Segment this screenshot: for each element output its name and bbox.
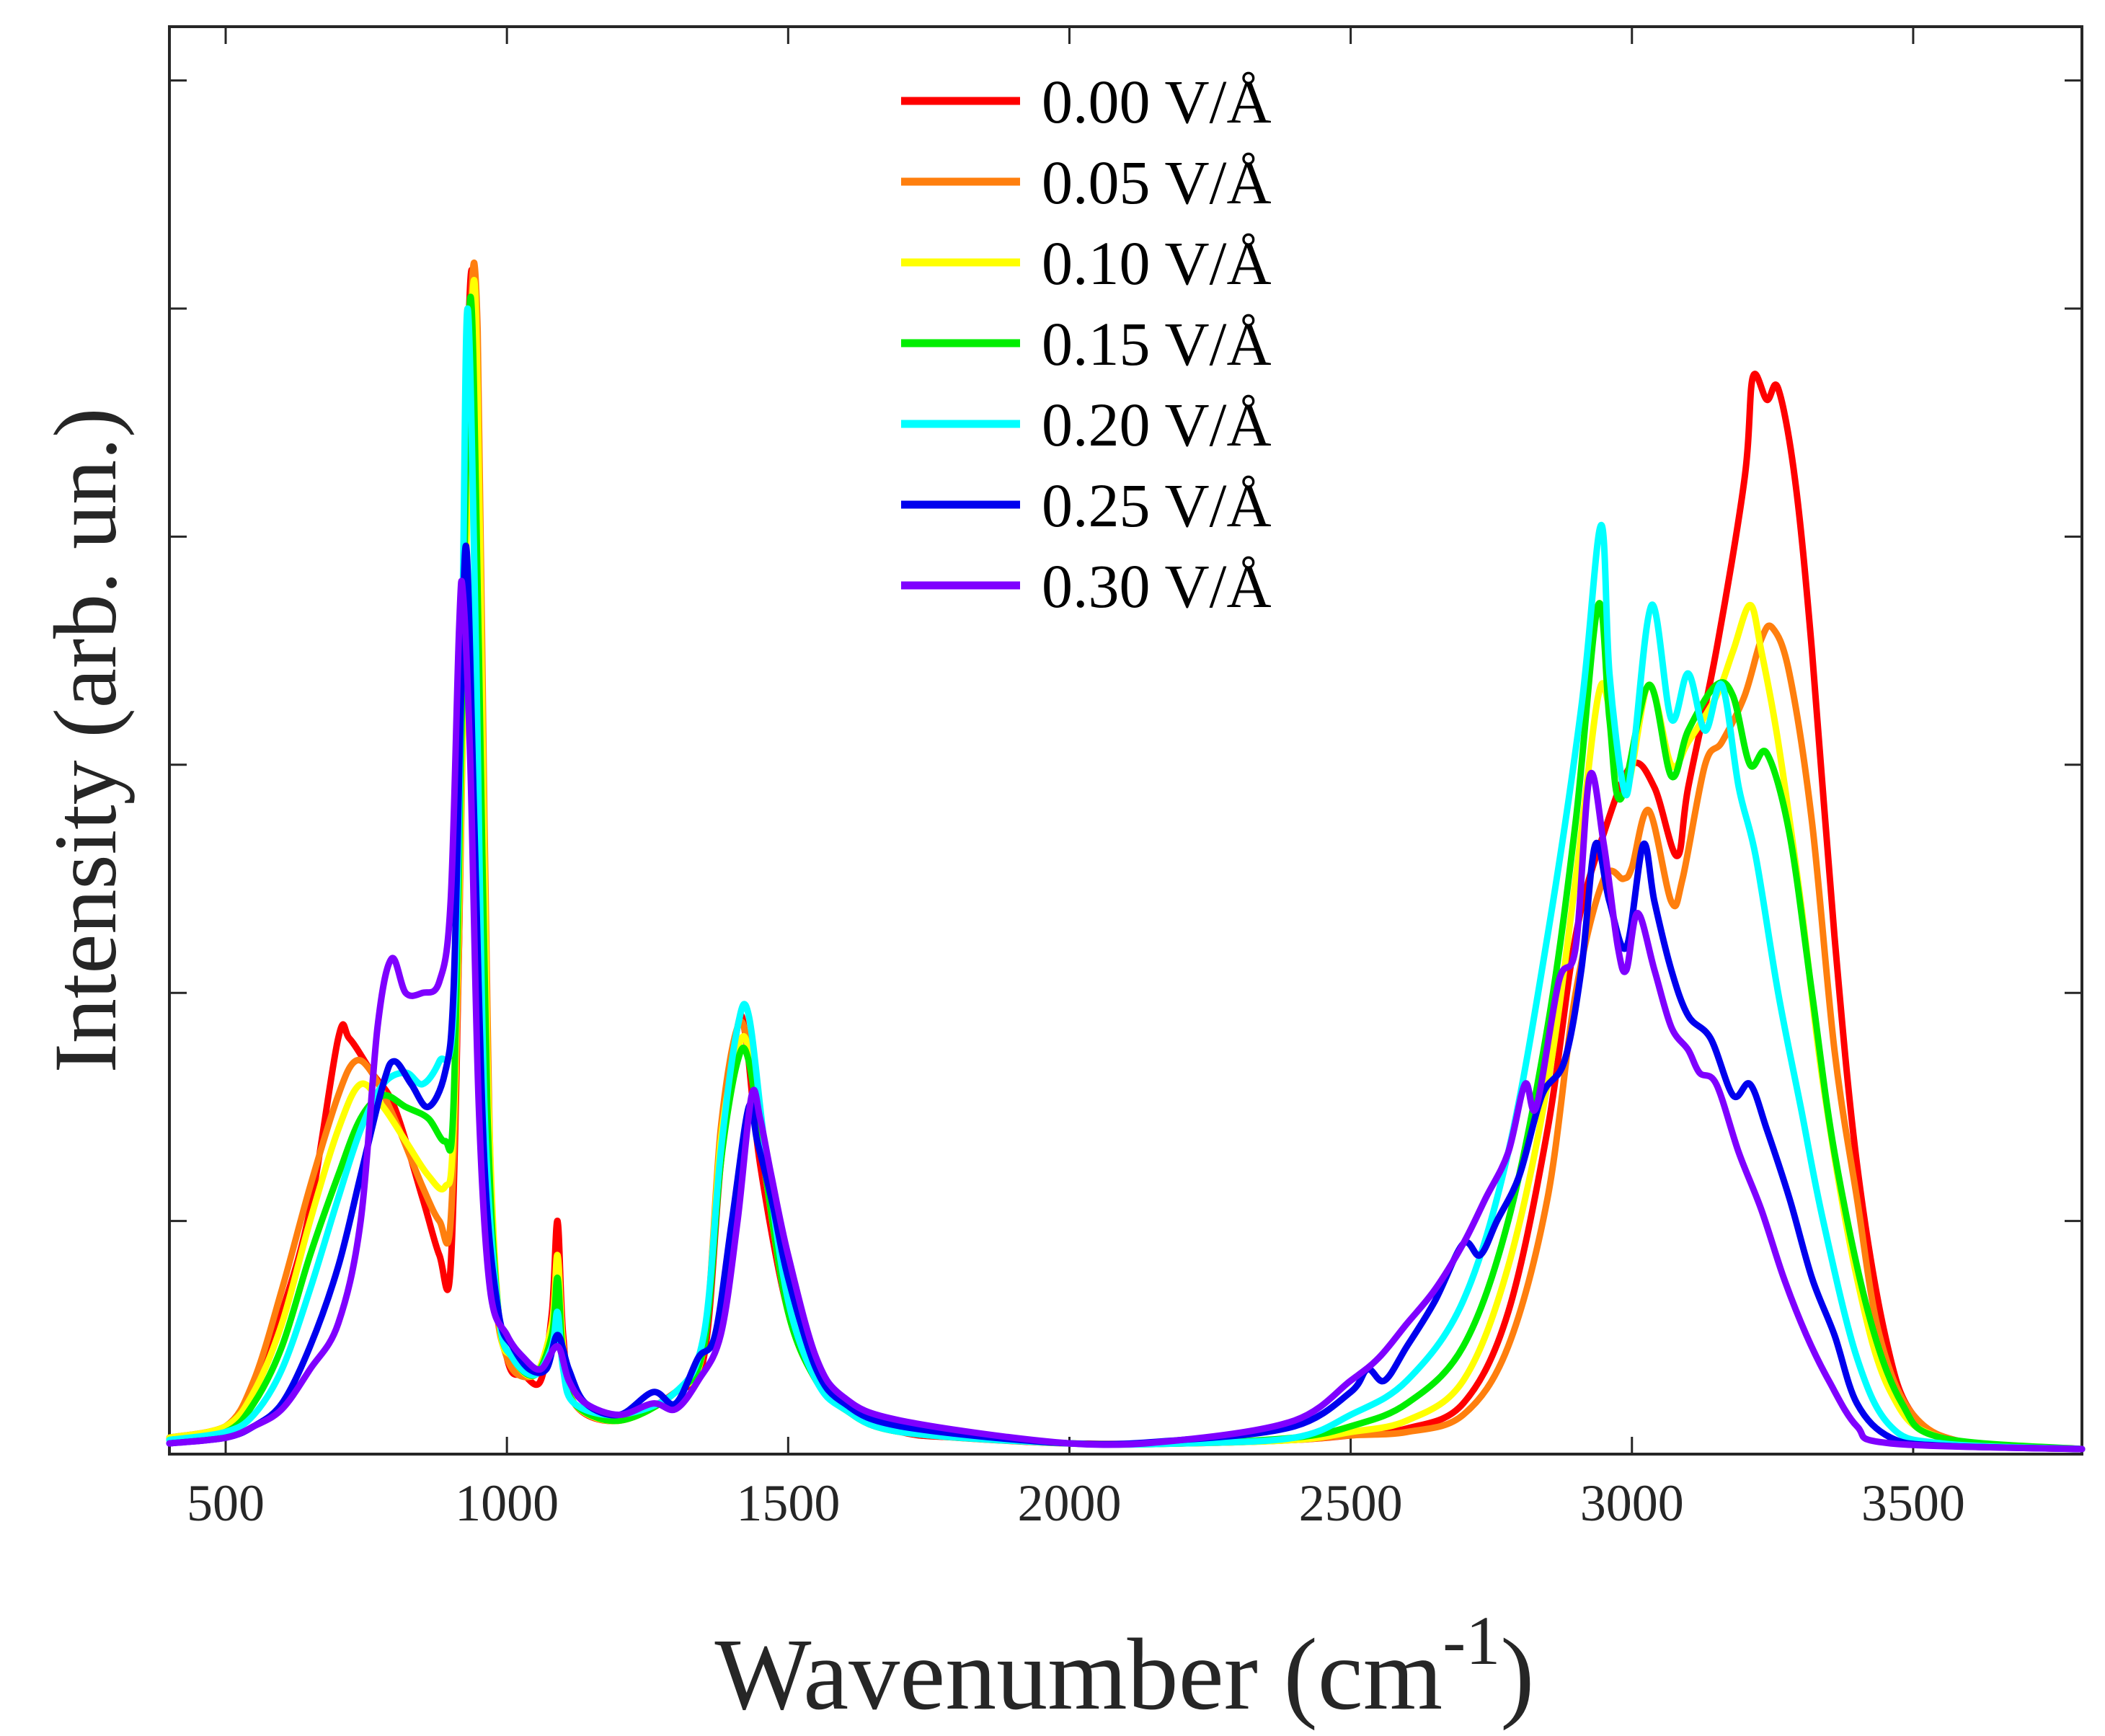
x-tick-label: 3000 bbox=[1580, 1474, 1684, 1532]
legend-label: 0.20 V/Å bbox=[1042, 390, 1272, 459]
y-axis-title: Intensity (arb. un.) bbox=[36, 408, 135, 1073]
x-axis-title-superscript: -1 bbox=[1443, 1602, 1500, 1679]
x-tick-label: 3500 bbox=[1861, 1474, 1965, 1532]
x-axis-title: Wavenumber (cm-1) bbox=[714, 1602, 1534, 1731]
x-axis-title-main: Wavenumber (cm bbox=[714, 1617, 1443, 1731]
legend-label: 0.15 V/Å bbox=[1042, 309, 1272, 378]
legend-label: 0.10 V/Å bbox=[1042, 229, 1272, 298]
legend-label: 0.00 V/Å bbox=[1042, 67, 1272, 136]
series-line-6 bbox=[166, 577, 2086, 1453]
legend-label: 0.25 V/Å bbox=[1042, 471, 1272, 540]
x-tick-labels: 500 1000 1500 2000 2500 3000 3500 bbox=[187, 1474, 1965, 1532]
x-tick-label: 2000 bbox=[1017, 1474, 1121, 1532]
series-lines bbox=[166, 259, 2086, 1453]
legend: 0.00 V/Å 0.05 V/Å 0.10 V/Å 0.15 V/Å 0.20 V/Å… bbox=[901, 67, 1272, 621]
legend-label: 0.05 V/Å bbox=[1042, 148, 1272, 217]
x-tick-label: 2500 bbox=[1299, 1474, 1403, 1532]
x-tick-label: 1000 bbox=[455, 1474, 559, 1532]
x-tick-label: 1500 bbox=[736, 1474, 840, 1532]
series-line-5 bbox=[166, 542, 2086, 1453]
legend-label: 0.30 V/Å bbox=[1042, 552, 1272, 621]
x-axis-title-close: ) bbox=[1500, 1617, 1534, 1731]
x-tick-label: 500 bbox=[187, 1474, 265, 1532]
